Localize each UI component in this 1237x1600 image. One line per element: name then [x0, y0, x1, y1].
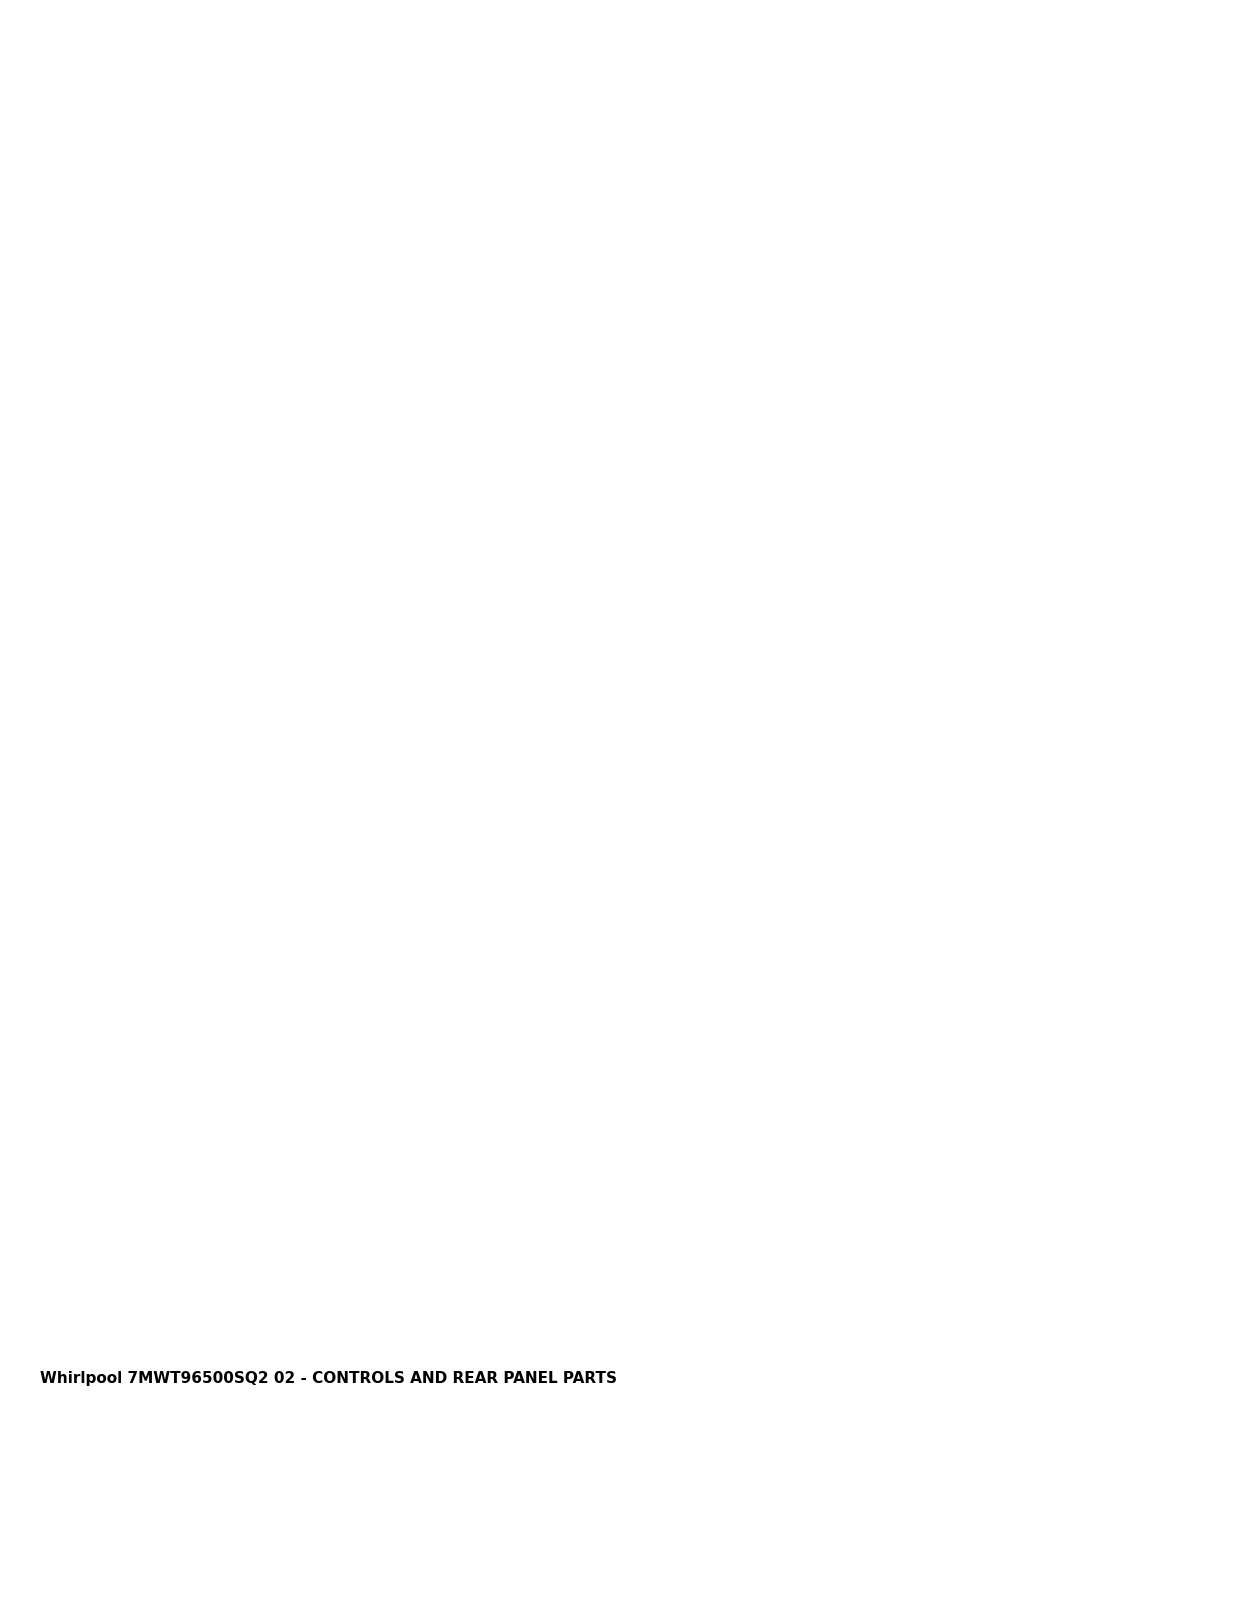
Text: Whirlpool 7MWT96500SQ2 02 - CONTROLS AND REAR PANEL PARTS: Whirlpool 7MWT96500SQ2 02 - CONTROLS AND… [41, 1371, 617, 1386]
